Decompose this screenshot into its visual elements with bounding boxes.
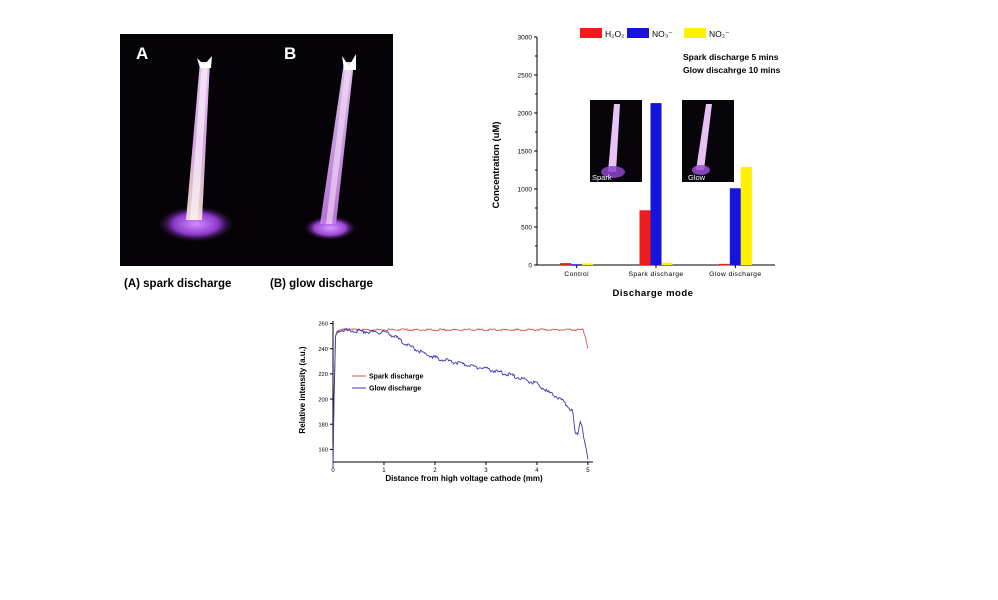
annotation-spark-time: Spark discharge 5 mins [683,52,779,62]
bar-category-label: Spark discharge [628,271,683,278]
bar-legend-label: NO₃⁻ [652,29,673,39]
bar-no2-0 [582,263,594,265]
line-legend-label: Spark discharge [369,374,424,381]
line-y-tick-label: 260 [318,322,328,328]
bar-y-tick-label: 2000 [518,111,533,118]
line-x-tick-label: 0 [331,468,335,474]
line-y-axis-label: Relative intensity (a.u.) [298,346,307,433]
bar-category-label: Glow discharge [709,271,761,278]
line-x-axis-label: Distance from high voltage cathode (mm) [385,474,543,483]
bar-y-tick-label: 2500 [518,73,533,80]
line-x-tick-label: 3 [484,468,488,474]
bar-category-label: Control [564,271,589,278]
line-y-tick-label: 240 [318,347,328,353]
line-x-tick-label: 1 [382,468,386,474]
line-y-tick-label: 160 [318,448,328,454]
line-series-spark [332,328,589,469]
bar-x-axis-label: Discharge mode [613,288,694,299]
bar-legend-swatch [580,28,602,38]
bar-y-tick-label: 1000 [518,187,533,194]
glow-discharge-photo: B [270,34,393,266]
line-legend-label: Glow discharge [369,386,421,393]
line-y-tick-label: 220 [318,372,328,378]
bar-legend-swatch [684,28,706,38]
bar-no2-1 [661,262,673,265]
bar-legend-swatch [627,28,649,38]
glow-plasma-image [304,54,356,240]
spark-plasma-image [158,56,234,242]
photo-b-letter: B [284,44,297,63]
line-series-glow [332,327,589,469]
glow-inset-photo: Glow [682,100,734,182]
bar-y-tick-label: 0 [528,263,532,270]
bar-legend-label: NO₂⁻ [709,29,730,39]
intensity-line-chart: 160 180 200 220 240 260 0 1 2 3 4 5 Spark discharge… [298,321,593,483]
line-y-tick-label: 180 [318,422,328,428]
spark-inset-photo: Spark [590,100,642,182]
bar-y-tick-label: 3000 [518,35,533,42]
bar-no3-0 [571,264,583,266]
caption-glow: (B) glow discharge [270,278,373,290]
bar-y-tick-label: 500 [521,225,532,232]
line-x-tick-label: 4 [535,468,539,474]
concentration-bar-chart: 0 500 1000 1500 2000 2500 3000 Control Spark dis… [491,28,781,299]
line-y-tick-label: 200 [318,397,328,403]
bar-no3-1 [650,103,662,266]
annotation-glow-time: Glow discahrge 10 mins [683,65,781,75]
bar-y-tick-label: 1500 [518,149,533,156]
bar-no2-2 [740,166,752,265]
inset-label-spark: Spark [592,173,612,182]
caption-spark: (A) spark discharge [124,278,232,290]
line-x-tick-label: 2 [433,468,437,474]
photo-a-letter: A [136,44,149,63]
bar-no3-2 [729,188,741,265]
line-x-tick-label: 5 [586,468,590,474]
inset-label-glow: Glow [688,173,706,182]
spark-discharge-photo: A [120,34,270,266]
bar-h2o2-1 [639,210,651,265]
bar-legend-label: H₂O₂ [605,29,624,39]
bar-y-axis-label: Concentration (uM) [491,121,502,208]
bar-h2o2-2 [718,263,730,266]
bar-h2o2-0 [560,263,572,265]
